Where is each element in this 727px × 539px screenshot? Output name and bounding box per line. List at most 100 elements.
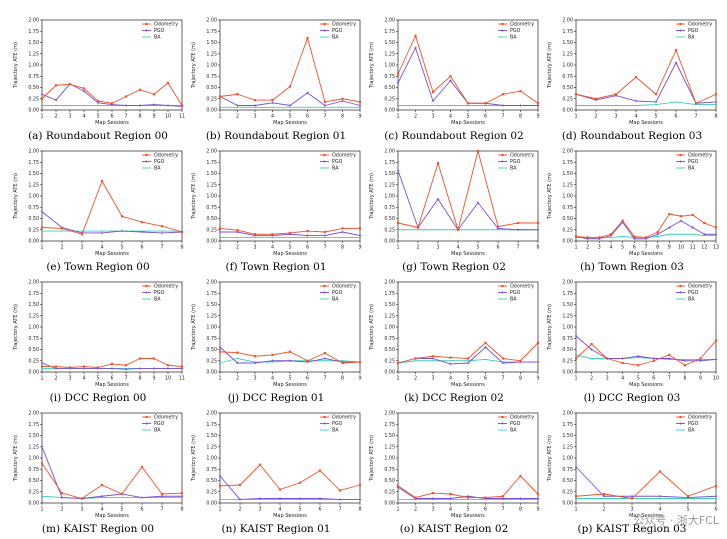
data-point-pgo (341, 230, 344, 234)
data-point-odometry (40, 462, 44, 465)
data-point-pgo (396, 169, 400, 172)
series-line-pgo (575, 466, 717, 499)
line-chart: 0.00 0.25 0.50 0.75 1.00 1.25 1.50 1.75 2.00 1 2 3 4… (191, 149, 362, 257)
legend-label: BA (510, 297, 517, 303)
y-tick-label: 1.00 (384, 194, 395, 200)
x-axis-label: Map Sessions (629, 382, 663, 388)
y-tick-label: 1.25 (28, 444, 39, 450)
x-tick-label: 6 (484, 114, 487, 120)
x-tick-label: 3 (258, 507, 261, 513)
y-tick-label: 1.25 (28, 51, 39, 57)
data-point-odometry (80, 233, 84, 236)
y-tick-label: 0.00 (206, 239, 217, 245)
x-tick-label: 7 (501, 507, 504, 513)
y-tick-label: 0.25 (384, 358, 395, 364)
data-point-odometry (166, 81, 170, 85)
x-tick-label: 2 (594, 114, 597, 120)
x-tick-label: 8 (519, 507, 522, 513)
data-point-pgo (703, 232, 706, 236)
data-point-pgo (602, 494, 606, 498)
x-tick-label: 11 (179, 376, 185, 382)
y-tick-label: 0.75 (384, 74, 395, 80)
x-tick-label: 6 (484, 507, 487, 513)
legend-label: Odometry (688, 153, 712, 159)
x-tick-label: 9 (358, 114, 361, 120)
data-point-odometry (358, 483, 362, 487)
y-tick-label: 1.75 (384, 291, 395, 297)
y-axis-label: Trajectory ATE (m) (13, 42, 19, 89)
x-tick-label: 2 (236, 376, 239, 382)
y-tick-label: 1.75 (28, 422, 39, 428)
x-tick-label: 8 (536, 245, 539, 251)
x-tick-label: 4 (100, 507, 103, 513)
data-point-odometry (124, 364, 128, 367)
x-tick-label: 7 (323, 114, 326, 120)
data-point-odometry (714, 93, 718, 96)
data-point-pgo (358, 498, 362, 501)
subfigure-caption: (m) KAIST Region 00 (41, 523, 155, 535)
subfigure-caption: (i) DCC Region 00 (49, 392, 147, 404)
data-point-odometry (449, 492, 452, 496)
subfigure-caption: (g) Town Region 02 (402, 261, 506, 273)
x-tick-label: 2 (236, 245, 239, 251)
data-point-odometry (621, 219, 624, 222)
data-point-pgo (218, 345, 222, 349)
data-point-pgo (236, 104, 239, 107)
data-point-pgo (160, 231, 164, 235)
x-tick-label: 1 (218, 507, 221, 513)
data-point-pgo (431, 497, 435, 500)
x-axis-label: Map Sessions (629, 251, 663, 257)
y-tick-label: 1.75 (206, 291, 217, 297)
y-tick-label: 0.75 (206, 467, 217, 473)
y-tick-label: 1.50 (206, 171, 217, 177)
y-tick-label: 0.50 (206, 216, 217, 222)
y-tick-label: 0.75 (384, 336, 395, 342)
x-tick-label: 7 (501, 114, 504, 120)
y-tick-label: 1.00 (384, 325, 395, 331)
legend-label: BA (332, 35, 339, 41)
y-tick-label: 0.25 (384, 227, 395, 233)
series-line-odometry (219, 464, 361, 491)
data-point-odometry (306, 230, 309, 233)
chart-panel: 0.00 0.25 0.50 0.75 1.00 1.25 1.50 1.75 2.00 1 2 3 4… (8, 407, 188, 539)
subfigure-caption: (k) DCC Region 02 (404, 392, 504, 404)
data-point-pgo (501, 361, 505, 365)
y-tick-label: 0.25 (206, 489, 217, 495)
x-tick-label: 8 (656, 245, 659, 251)
line-chart: 0.00 0.25 0.50 0.75 1.00 1.25 1.50 1.75 2.00 1 2 3 4… (13, 18, 185, 126)
y-tick-label: 0.00 (28, 108, 39, 114)
x-tick-label: 2 (414, 114, 417, 120)
data-point-odometry (602, 492, 606, 496)
data-point-odometry (306, 36, 309, 40)
legend-label: PGO (510, 421, 521, 427)
data-point-odometry (674, 49, 678, 52)
data-point-pgo (449, 497, 452, 500)
data-point-pgo (436, 197, 440, 201)
y-tick-label: 0.00 (28, 370, 39, 376)
data-point-pgo (278, 497, 282, 500)
data-point-pgo (656, 232, 659, 236)
data-point-odometry (306, 359, 309, 362)
data-point-odometry (637, 364, 640, 367)
line-chart: 0.00 0.25 0.50 0.75 1.00 1.25 1.50 1.75 2.00 1 2 3 4… (369, 18, 540, 126)
y-tick-label: 0.25 (384, 489, 395, 495)
y-tick-label: 2.00 (28, 149, 39, 155)
y-tick-label: 0.25 (384, 96, 395, 102)
data-point-pgo (358, 104, 362, 107)
data-point-odometry (288, 231, 292, 234)
x-tick-label: 4 (456, 245, 459, 251)
x-tick-label: 12 (701, 245, 707, 251)
y-tick-label: 1.50 (28, 171, 39, 177)
x-tick-label: 1 (40, 245, 43, 251)
y-tick-label: 0.50 (28, 347, 39, 353)
chart-panel: 0.00 0.25 0.50 0.75 1.00 1.25 1.50 1.75 2.00 1 2 3 4… (364, 276, 544, 408)
data-point-odometry (323, 230, 327, 234)
data-point-pgo (124, 368, 128, 371)
series-line-odometry (575, 340, 717, 366)
data-point-odometry (68, 83, 72, 86)
y-tick-label: 2.00 (562, 280, 573, 286)
chart-panel: 0.00 0.25 0.50 0.75 1.00 1.25 1.50 1.75 2.00 1 2 3 4… (186, 14, 366, 146)
x-tick-label: 2 (586, 245, 589, 251)
data-point-pgo (341, 99, 344, 103)
